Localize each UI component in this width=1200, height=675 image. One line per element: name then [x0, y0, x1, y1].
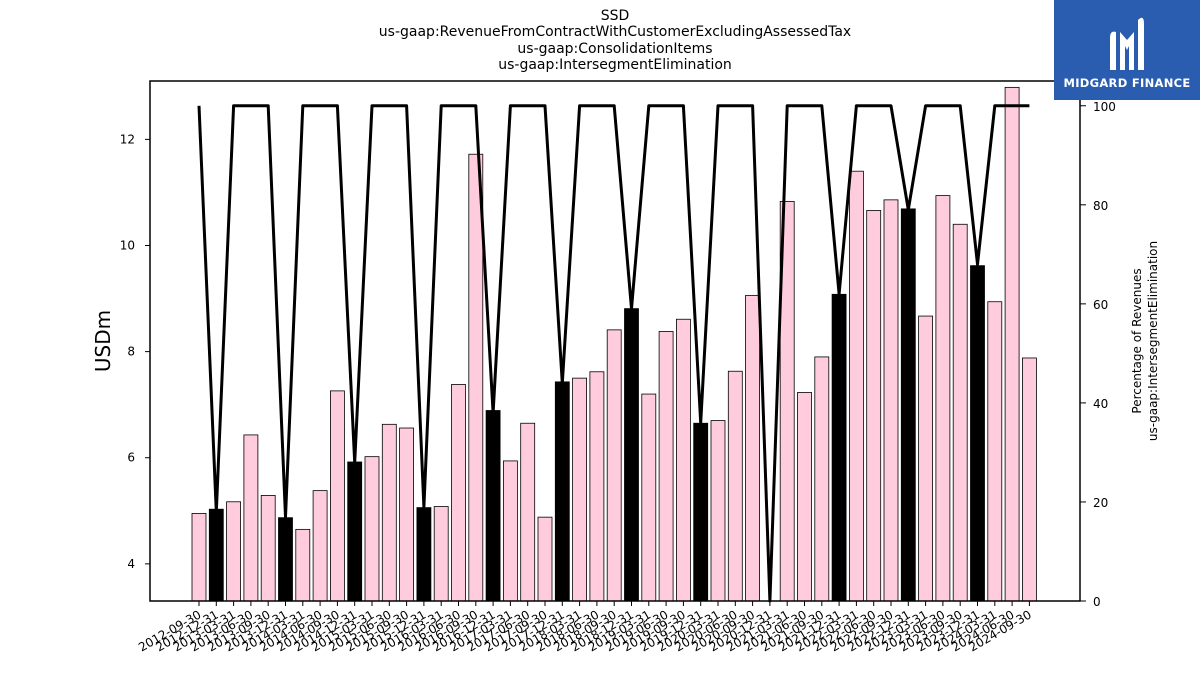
- y-axis-right-label-line-2: us-gaap:IntersegmentElimination: [1146, 241, 1160, 441]
- bar-2013-06-30: [243, 434, 259, 602]
- plot-frame: [149, 80, 1081, 602]
- bar-2012-09-30: [191, 513, 207, 602]
- bar-2017-12-31: [554, 381, 570, 602]
- bar-2017-03-31: [502, 460, 518, 602]
- y-left-tick-label-12: 12: [120, 132, 135, 146]
- bar-2018-12-31: [624, 308, 639, 602]
- bar-2013-03-31: [226, 501, 242, 602]
- bar-2022-03-31: [849, 170, 864, 602]
- bar-2018-06-30: [589, 371, 605, 602]
- bar-2019-06-30: [658, 331, 674, 602]
- y-right-tick-label-80: 80: [1093, 199, 1108, 213]
- bar-2021-12-31: [831, 293, 847, 602]
- bar-2013-09-30: [260, 495, 276, 602]
- bar-2023-12-31: [970, 265, 985, 602]
- bar-2019-09-30: [676, 318, 691, 602]
- y-left-tick-label-8: 8: [127, 345, 135, 359]
- bar-2019-03-31: [641, 393, 657, 602]
- bar-2018-03-31: [572, 377, 587, 602]
- bar-2016-03-31: [433, 506, 449, 602]
- bar-2023-06-30: [935, 195, 951, 602]
- chart-title-line-3: us-gaap:ConsolidationItems: [517, 41, 712, 57]
- bar-2021-09-30: [814, 356, 830, 602]
- bar-2014-03-31: [295, 528, 311, 602]
- bar-2022-09-30: [883, 199, 899, 602]
- midgard-logo-icon: [1110, 17, 1144, 71]
- bar-2020-03-31: [710, 420, 726, 602]
- y-right-tick-label-20: 20: [1093, 496, 1108, 510]
- bar-2024-03-31: [987, 301, 1003, 602]
- x-axis: 2012-09-302012-12-312013-03-312013-06-30…: [136, 601, 1034, 654]
- percentage-line: [197, 104, 1030, 603]
- y-right-tick-label-60: 60: [1093, 298, 1108, 312]
- chart-title-line-4: us-gaap:IntersegmentElimination: [498, 57, 732, 73]
- bar-2021-06-30: [797, 392, 812, 602]
- y-right-tick-label-40: 40: [1093, 397, 1108, 411]
- bar-2020-09-30: [745, 294, 760, 602]
- bar-2014-09-30: [329, 390, 345, 602]
- y-right-tick-label-100: 100: [1093, 100, 1116, 114]
- y-axis-right-label-line-1: Percentage of Revenues: [1130, 268, 1144, 413]
- bar-2014-12-31: [347, 461, 363, 602]
- bar-2023-09-30: [952, 223, 968, 602]
- y-left-tick-label-4: 4: [127, 557, 135, 571]
- logo-text: MIDGARD FINANCE: [1063, 76, 1191, 90]
- bar-2015-12-31: [416, 507, 432, 602]
- bar-2013-12-31: [278, 517, 293, 602]
- y-axis-right: 0 20 40 60 80 100: [1080, 100, 1116, 609]
- bar-2023-03-31: [918, 315, 933, 602]
- bar-2016-09-30: [468, 153, 484, 602]
- bar-2015-06-30: [381, 423, 397, 602]
- y-left-tick-label-6: 6: [127, 451, 135, 465]
- bar-2016-12-31: [485, 410, 501, 602]
- bar-2015-03-31: [364, 456, 380, 602]
- bars-group: [191, 86, 1037, 602]
- line-layer: [197, 104, 1030, 603]
- bar-2022-06-30: [866, 210, 882, 602]
- chart-title: SSD us-gaap:RevenueFromContractWithCusto…: [379, 8, 851, 73]
- bar-2024-09-30: [1022, 357, 1037, 602]
- bar-2015-09-30: [399, 427, 415, 602]
- midgard-logo: MIDGARD FINANCE: [1054, 0, 1200, 100]
- bar-2020-06-30: [727, 370, 743, 602]
- bar-2019-12-31: [693, 422, 709, 602]
- bar-2022-12-31: [900, 208, 916, 602]
- y-left-tick-label-10: 10: [120, 238, 135, 252]
- chart-title-line-2: us-gaap:RevenueFromContractWithCustomerE…: [379, 24, 851, 40]
- bar-2024-06-30: [1004, 86, 1020, 602]
- y-axis-left-label: USDm: [91, 310, 115, 372]
- y-right-tick-label-0: 0: [1093, 595, 1101, 609]
- bar-2018-09-30: [606, 329, 622, 602]
- bar-2017-06-30: [520, 422, 536, 602]
- bar-2017-09-30: [537, 516, 553, 602]
- bar-2016-06-30: [451, 384, 466, 602]
- chart-title-line-1: SSD: [601, 8, 630, 24]
- y-axis-left: 4 6 8 10 12: [120, 132, 150, 571]
- bar-2014-06-30: [312, 490, 328, 602]
- bar-2012-12-31: [208, 508, 224, 602]
